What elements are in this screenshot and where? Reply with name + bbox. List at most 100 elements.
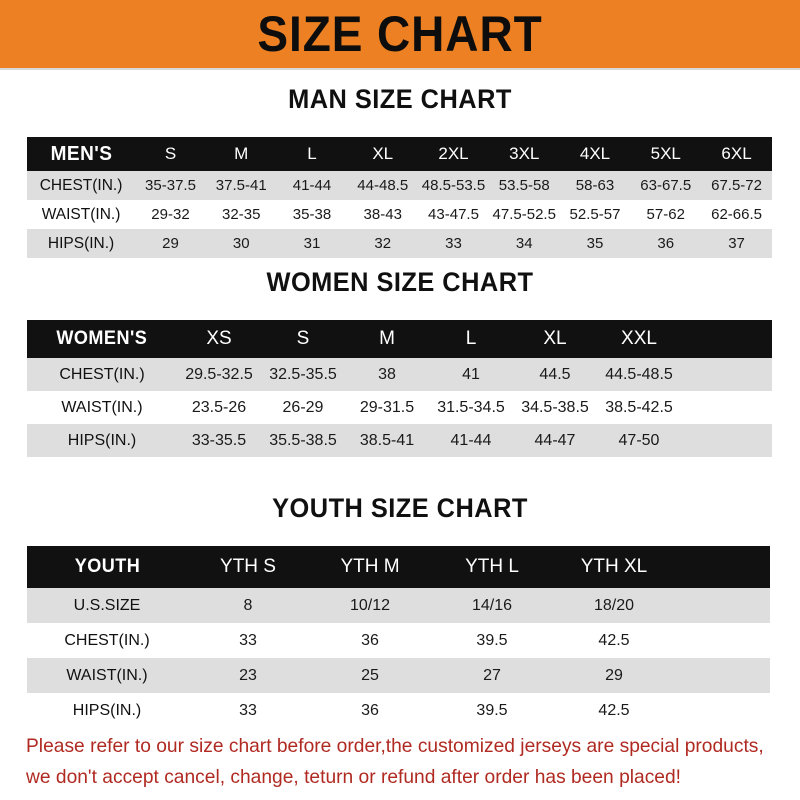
women-col-header-s: S <box>296 328 310 349</box>
men-row-label-header: MEN'S <box>50 142 112 165</box>
order-policy-note-line1: Please refer to our size chart before or… <box>26 735 764 757</box>
men-chest-2xl: 48.5-53.5 <box>421 177 486 194</box>
men-chest-m: 37.5-41 <box>215 177 267 194</box>
women-chest-m: 38 <box>378 365 396 383</box>
table-row: HIPS(IN.) 29 30 31 32 33 34 35 36 37 <box>27 229 772 258</box>
table-row: HIPS(IN.) 33 36 39.5 42.5 <box>27 693 770 728</box>
women-chest-xl: 44.5 <box>539 365 571 383</box>
women-chest-label: CHEST(IN.) <box>59 365 145 383</box>
women-hips-xxl: 47-50 <box>618 431 660 449</box>
youth-waist-xl: 29 <box>605 666 623 684</box>
section-title-man: MAN SIZE CHART <box>0 84 800 114</box>
women-row-spacer <box>681 424 772 457</box>
women-hips-label: HIPS(IN.) <box>67 431 137 449</box>
table-row: WAIST(IN.) 23 25 27 29 <box>27 658 770 693</box>
section-title-youth-text: YOUTH SIZE CHART <box>272 493 528 523</box>
men-waist-3xl: 47.5-52.5 <box>492 206 556 223</box>
women-chest-xxl: 44.5-48.5 <box>605 365 673 383</box>
youth-hips-label: HIPS(IN.) <box>72 701 142 719</box>
youth-ussize-m: 10/12 <box>349 596 391 614</box>
youth-table-header: YOUTH YTH S YTH M YTH L YTH XL <box>27 546 770 588</box>
men-waist-xl: 38-43 <box>363 206 402 223</box>
men-waist-l: 35-38 <box>292 206 332 223</box>
table-row: U.S.SIZE 8 10/12 14/16 18/20 <box>27 588 770 623</box>
men-table-header: MEN'S S M L XL 2XL 3XL 4XL 5XL 6XL <box>27 137 772 171</box>
youth-waist-m: 25 <box>361 666 379 684</box>
youth-header-spacer <box>675 546 770 588</box>
youth-row-spacer <box>675 693 770 728</box>
men-header-row: MEN'S S M L XL 2XL 3XL 4XL 5XL 6XL <box>27 137 772 171</box>
women-col-header-l: L <box>465 328 477 349</box>
men-waist-m: 32-35 <box>222 206 261 223</box>
women-chest-s: 32.5-35.5 <box>269 365 337 383</box>
section-title-youth: YOUTH SIZE CHART <box>0 493 800 523</box>
men-col-header-2xl: 2XL <box>438 144 469 163</box>
table-row: HIPS(IN.) 33-35.5 35.5-38.5 38.5-41 41-4… <box>27 424 772 457</box>
men-col-header-l: L <box>307 144 317 163</box>
youth-hips-m: 36 <box>361 701 379 719</box>
youth-col-header-s: YTH S <box>220 556 276 577</box>
youth-size-table: YOUTH YTH S YTH M YTH L YTH XL U.S.SIZE … <box>27 546 770 728</box>
men-chest-label: CHEST(IN.) <box>39 176 123 194</box>
women-waist-s: 26-29 <box>282 398 324 416</box>
women-col-header-xs: XS <box>206 328 232 349</box>
women-header-row: WOMEN'S XS S M L XL XXL <box>27 320 772 358</box>
men-col-header-4xl: 4XL <box>579 144 611 163</box>
women-col-header-m: M <box>379 328 395 349</box>
men-hips-xl: 32 <box>374 235 392 252</box>
men-chest-4xl: 58-63 <box>575 177 615 194</box>
table-row: WAIST(IN.) 23.5-26 26-29 29-31.5 31.5-34… <box>27 391 772 424</box>
men-col-header-s: S <box>164 144 177 163</box>
men-chest-s: 35-37.5 <box>145 177 196 194</box>
youth-waist-s: 23 <box>239 666 257 684</box>
youth-ussize-label: U.S.SIZE <box>73 596 141 614</box>
men-col-header-6xl: 6XL <box>721 144 752 163</box>
women-waist-label: WAIST(IN.) <box>61 398 143 416</box>
youth-col-header-m: YTH M <box>340 556 400 577</box>
section-title-man-text: MAN SIZE CHART <box>288 84 512 114</box>
men-hips-l: 31 <box>303 235 321 252</box>
youth-ussize-l: 14/16 <box>471 596 513 614</box>
women-hips-xl: 44-47 <box>534 431 576 449</box>
table-row: CHEST(IN.) 29.5-32.5 32.5-35.5 38 41 44.… <box>27 358 772 391</box>
men-hips-3xl: 34 <box>515 235 533 252</box>
women-hips-m: 38.5-41 <box>359 431 415 449</box>
youth-chest-m: 36 <box>361 631 379 649</box>
section-title-women: WOMEN SIZE CHART <box>0 267 800 297</box>
men-hips-6xl: 37 <box>728 235 745 252</box>
youth-ussize-s: 8 <box>243 596 253 614</box>
table-row: CHEST(IN.) 35-37.5 37.5-41 41-44 44-48.5… <box>27 171 772 200</box>
table-row: CHEST(IN.) 33 36 39.5 42.5 <box>27 623 770 658</box>
youth-hips-xl: 42.5 <box>598 701 630 719</box>
youth-ussize-xl: 18/20 <box>593 596 635 614</box>
youth-col-header-l: YTH L <box>465 556 519 577</box>
women-header-spacer <box>681 320 772 358</box>
women-row-label-header: WOMEN'S <box>56 328 148 349</box>
youth-waist-label: WAIST(IN.) <box>66 666 148 684</box>
women-waist-xxl: 38.5-42.5 <box>605 398 673 416</box>
table-row: WAIST(IN.) 29-32 32-35 35-38 38-43 43-47… <box>27 200 772 229</box>
youth-hips-s: 33 <box>239 701 257 719</box>
men-chest-5xl: 63-67.5 <box>640 177 692 194</box>
youth-row-spacer <box>675 588 770 623</box>
youth-col-header-xl: YTH XL <box>580 556 648 577</box>
youth-chest-l: 39.5 <box>476 631 508 649</box>
youth-table-body: U.S.SIZE 8 10/12 14/16 18/20 CHEST(IN.) … <box>27 588 770 728</box>
men-waist-2xl: 43-47.5 <box>428 206 479 223</box>
page-banner: SIZE CHART <box>0 0 800 70</box>
men-hips-4xl: 35 <box>586 235 604 252</box>
women-col-header-xxl: XXL <box>621 328 657 349</box>
women-table-body: CHEST(IN.) 29.5-32.5 32.5-35.5 38 41 44.… <box>27 358 772 457</box>
men-hips-5xl: 36 <box>657 235 675 252</box>
men-hips-label: HIPS(IN.) <box>47 234 115 252</box>
men-waist-4xl: 52.5-57 <box>569 206 621 223</box>
men-table-body: CHEST(IN.) 35-37.5 37.5-41 41-44 44-48.5… <box>27 171 772 258</box>
men-hips-s: 29 <box>162 235 179 252</box>
men-chest-l: 41-44 <box>292 177 332 194</box>
men-waist-label: WAIST(IN.) <box>41 205 121 223</box>
women-col-header-xl: XL <box>543 328 567 349</box>
men-chest-xl: 44-48.5 <box>357 177 409 194</box>
women-hips-s: 35.5-38.5 <box>269 431 337 449</box>
men-col-header-3xl: 3XL <box>509 144 540 163</box>
